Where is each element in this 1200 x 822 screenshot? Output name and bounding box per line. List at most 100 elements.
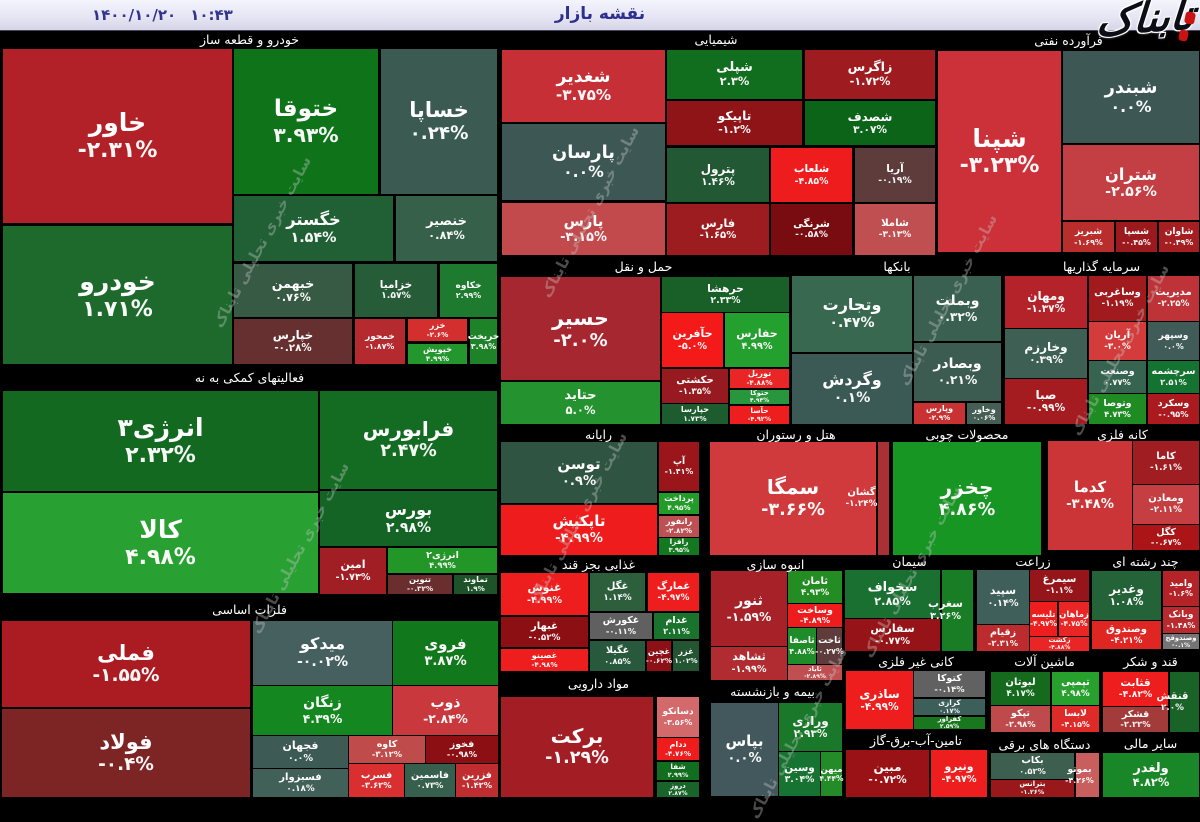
- stock-tile[interactable]: فارس -۱.۶۵%: [667, 204, 769, 255]
- stock-tile[interactable]: وسپهر ۰.۰%: [1148, 322, 1199, 360]
- stock-tile[interactable]: خزر -۲.۶%: [408, 319, 467, 341]
- stock-tile[interactable]: میدکو -۰.۰۲%: [253, 621, 392, 685]
- stock-tile[interactable]: خزامیا ۱.۵۷%: [355, 264, 437, 317]
- stock-tile[interactable]: میهن ۴.۴۴%: [820, 752, 844, 796]
- stock-tile[interactable]: قنقش ۲.۰%: [1157, 672, 1199, 732]
- stock-tile[interactable]: ورازی ۲.۹۳%: [779, 703, 842, 751]
- stock-tile[interactable]: وصندوقح -۰.۱%: [1163, 634, 1199, 649]
- stock-tile[interactable]: وصنعت ۰.۷۷%: [1089, 361, 1146, 393]
- stock-tile[interactable]: سیمرغ -۱.۱%: [1030, 570, 1089, 601]
- stock-tile[interactable]: تنوین -۰.۳۲%: [388, 575, 452, 594]
- stock-tile[interactable]: امین -۱.۷۳%: [320, 548, 386, 594]
- stock-tile[interactable]: وسین ۳.۰۴%: [779, 752, 820, 796]
- stock-tile[interactable]: زقیام -۲.۳۱%: [977, 625, 1029, 651]
- stock-tile[interactable]: وساخت -۴.۸۹%: [788, 604, 842, 627]
- stock-tile[interactable]: بورس ۲.۹۸%: [320, 491, 497, 546]
- stock-tile[interactable]: فسبزوار ۰.۱۸%: [253, 769, 348, 797]
- stock-tile[interactable]: غگیلا ۰.۸۵%: [590, 641, 645, 671]
- stock-tile[interactable]: ددام -۴.۷۶%: [657, 738, 699, 760]
- stock-tile[interactable]: سخواف ۲.۸۵%: [845, 570, 940, 618]
- stock-tile[interactable]: انرژی۲ ۴.۹۹%: [388, 548, 497, 573]
- stock-tile[interactable]: وخاور ۰.۰۶%: [967, 403, 1001, 424]
- stock-tile[interactable]: ومهان -۱.۳۷%: [1005, 276, 1087, 328]
- stock-tile[interactable]: غدام ۲.۱۱%: [654, 613, 699, 639]
- stock-tile[interactable]: حتاید ۵.۰%: [501, 382, 660, 424]
- stock-tile[interactable]: شصدف ۳.۰۷%: [805, 101, 935, 145]
- stock-tile[interactable]: لبوتان ۴.۱۷%: [991, 672, 1050, 705]
- stock-tile[interactable]: کدما -۳.۴۸%: [1048, 441, 1132, 550]
- stock-tile[interactable]: خپویش ۴.۹۹%: [408, 344, 467, 364]
- stock-tile[interactable]: وغدیر ۱.۰۸%: [1092, 571, 1161, 620]
- stock-tile[interactable]: توسن ۰.۹%: [501, 442, 657, 503]
- stock-tile[interactable]: توریل -۴.۸۸%: [730, 369, 789, 388]
- stock-tile[interactable]: فخوز -۰.۹۸%: [426, 736, 498, 763]
- stock-tile[interactable]: قشکر -۲.۲۲%: [1103, 707, 1168, 732]
- stock-tile[interactable]: ثامان ۴.۹۳%: [788, 571, 842, 603]
- stock-tile[interactable]: تلیسه -۴.۹۷%: [1030, 602, 1057, 636]
- stock-tile[interactable]: شسپا -۰.۴۵%: [1116, 222, 1157, 252]
- stock-tile[interactable]: پترول ۱.۴۶%: [667, 148, 769, 202]
- stock-tile[interactable]: رافزا ۳.۹۵%: [659, 538, 699, 555]
- stock-tile[interactable]: وخارزم ۰.۳۹%: [1005, 329, 1087, 378]
- stock-tile[interactable]: فملی -۱.۵۵%: [2, 621, 250, 707]
- stock-tile[interactable]: کاما -۱.۶۱%: [1133, 441, 1199, 484]
- stock-tile[interactable]: وصندوق -۴.۲۱%: [1092, 621, 1161, 649]
- stock-tile[interactable]: خنصیر ۰.۸۴%: [396, 196, 497, 261]
- stock-tile[interactable]: خاور -۲.۳۱%: [3, 49, 232, 223]
- stock-tile[interactable]: شتران -۲.۵۶%: [1063, 145, 1199, 220]
- stock-tile[interactable]: فجهان ۰.۰%: [253, 736, 348, 768]
- stock-tile[interactable]: غصینو -۴.۹۸%: [501, 649, 588, 671]
- stock-tile[interactable]: گشان -۱.۲۴%: [846, 442, 889, 555]
- stock-tile[interactable]: ومعادن -۲.۱۱%: [1133, 485, 1199, 524]
- stock-tile[interactable]: فولاد -۰.۴%: [2, 709, 250, 797]
- stock-tile[interactable]: زنگان ۴.۳۹%: [253, 686, 392, 735]
- stock-tile[interactable]: صبا -۰.۹۹%: [1005, 379, 1087, 424]
- stock-tile[interactable]: ثاصفا ۴.۸۸%: [788, 628, 816, 664]
- stock-tile[interactable]: کاوه -۳.۱۲%: [349, 736, 425, 763]
- stock-tile[interactable]: غنوش -۴.۹۹%: [501, 573, 588, 615]
- stock-tile[interactable]: ثاباد -۲.۸۹%: [788, 665, 842, 680]
- stock-tile[interactable]: وامید -۱.۶%: [1163, 571, 1199, 606]
- stock-tile[interactable]: ولغدر ۴.۸۲%: [1103, 753, 1199, 797]
- stock-tile[interactable]: فزرین -۱.۴۲%: [456, 764, 498, 797]
- stock-tile[interactable]: شغدیر -۳.۷۵%: [502, 50, 665, 122]
- stock-tile[interactable]: زاگرس -۱.۷۲%: [805, 50, 935, 99]
- stock-tile[interactable]: آریان -۳.۰%: [1089, 322, 1146, 360]
- stock-tile[interactable]: بموتو -۴.۲۶%: [1065, 753, 1099, 797]
- stock-tile[interactable]: غمارگ -۴.۹۷%: [648, 573, 699, 611]
- stock-tile[interactable]: کگل -۰.۶۷%: [1133, 525, 1199, 550]
- stock-tile[interactable]: شبریز -۱.۶۹%: [1063, 222, 1114, 252]
- stock-tile[interactable]: تماوند ۱.۹%: [454, 575, 497, 594]
- stock-tile[interactable]: شلعاب -۴.۸۵%: [771, 148, 852, 202]
- stock-tile[interactable]: غکورش -۰.۱۱%: [590, 613, 652, 639]
- stock-tile[interactable]: فاسمین ۰.۷۳%: [405, 764, 455, 797]
- stock-tile[interactable]: برکت -۱.۲۹%: [501, 697, 653, 797]
- stock-tile[interactable]: وتجارت ۰.۴۷%: [792, 276, 912, 352]
- stock-tile[interactable]: غبهار -۰.۵۲%: [501, 617, 588, 647]
- stock-tile[interactable]: وبملت ۰.۳۲%: [914, 276, 1001, 341]
- stock-tile[interactable]: شپلی ۲.۳%: [667, 50, 802, 99]
- stock-tile[interactable]: خودرو ۱.۷۱%: [3, 226, 232, 364]
- stock-tile[interactable]: فسرب -۳.۶۲%: [349, 764, 404, 797]
- stock-tile[interactable]: ذوب -۲.۸۴%: [393, 686, 498, 735]
- stock-tile[interactable]: شرنگی -۰.۵۸%: [771, 204, 852, 255]
- stock-tile[interactable]: بکاب ۰.۵۲%: [991, 753, 1074, 779]
- stock-tile[interactable]: لابسا -۴.۱۵%: [1052, 706, 1099, 732]
- stock-tile[interactable]: تپمپی ۴.۹۸%: [1052, 672, 1099, 705]
- stock-tile[interactable]: تاپکیش -۴.۹۹%: [501, 505, 657, 555]
- stock-tile[interactable]: کفراور ۲.۵۹%: [914, 715, 985, 730]
- stock-tile[interactable]: بترانس -۱.۲۶%: [991, 780, 1074, 797]
- stock-tile[interactable]: سغرب ۳.۲۶%: [928, 570, 973, 651]
- stock-tile[interactable]: وبصادر ۰.۲۱%: [914, 343, 1001, 401]
- stock-tile[interactable]: کتوکا -۰.۱۴%: [914, 671, 985, 697]
- stock-tile[interactable]: تپکو -۲.۹۸%: [991, 706, 1050, 732]
- stock-tile[interactable]: ثاخت -۰.۲۷%: [815, 628, 844, 664]
- stock-tile[interactable]: سرچشمه ۲.۵۱%: [1148, 361, 1199, 393]
- stock-tile[interactable]: رانفور -۲.۸۲%: [659, 516, 699, 537]
- stock-tile[interactable]: تاپیکو -۱.۲%: [667, 101, 802, 145]
- stock-tile[interactable]: وسکرد -۰.۹۵%: [1148, 394, 1199, 424]
- stock-tile[interactable]: پارس -۳.۱۵%: [502, 203, 665, 255]
- stock-tile[interactable]: قثابت -۴.۸۲%: [1103, 672, 1168, 706]
- stock-tile[interactable]: شاملا -۳.۱۳%: [855, 204, 935, 255]
- stock-tile[interactable]: غچین -۰.۶۲%: [646, 641, 672, 671]
